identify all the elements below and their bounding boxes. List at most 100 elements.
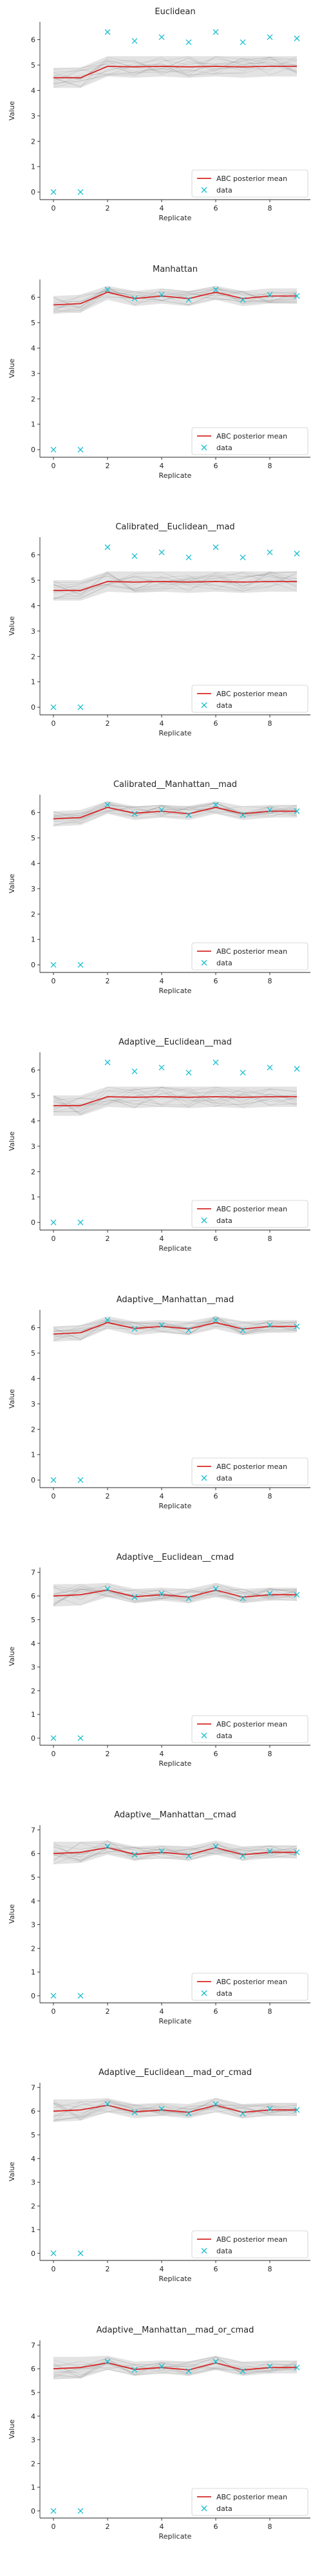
y-tick-label: 4 bbox=[31, 601, 35, 610]
chart-panel: Adaptive__Manhattan__cmad 0 1 2 3 4 5 6 7 0 2 4 6 8 Re… bbox=[8, 1810, 310, 2025]
y-tick-label: 0 bbox=[31, 188, 35, 196]
x-tick-label: 0 bbox=[52, 719, 56, 728]
y-tick-label: 0 bbox=[31, 446, 35, 454]
x-tick-label: 0 bbox=[52, 1492, 56, 1501]
posterior-sample-trace bbox=[53, 1845, 298, 1861]
legend-label-data: data bbox=[216, 701, 232, 710]
legend-label-mean: ABC posterior mean bbox=[216, 2493, 287, 2501]
data-point-marker bbox=[294, 2364, 300, 2371]
data-point-marker bbox=[294, 1066, 300, 1072]
data-point-marker bbox=[158, 1591, 165, 1596]
x-axis-label: Replicate bbox=[159, 1502, 192, 1510]
y-tick-label: 5 bbox=[31, 1616, 35, 1624]
data-point-marker bbox=[240, 1853, 246, 1859]
posterior-sample-trace bbox=[53, 1317, 298, 1340]
posterior-sample-trace bbox=[53, 2357, 298, 2374]
data-point-marker bbox=[104, 1843, 111, 1850]
legend-box bbox=[191, 169, 308, 198]
posterior-sample-trace bbox=[53, 291, 297, 314]
data-point-marker bbox=[267, 549, 273, 556]
posterior-sample-trace bbox=[53, 2364, 298, 2375]
x-tick-label: 6 bbox=[214, 977, 218, 985]
posterior-sample-trace bbox=[53, 56, 298, 85]
data-point-marker bbox=[77, 2250, 84, 2257]
data-point-marker bbox=[294, 293, 300, 299]
posterior-band bbox=[53, 1316, 297, 1342]
posterior-sample-trace bbox=[53, 57, 298, 84]
data-point-marker bbox=[185, 39, 192, 46]
data-point-marker bbox=[185, 812, 192, 818]
data-point-marker bbox=[77, 2508, 84, 2514]
x-tick-label: 2 bbox=[106, 2007, 110, 2016]
data-point-marker bbox=[294, 1591, 300, 1598]
chart-panel: Manhattan 0 1 2 3 4 5 6 0 2 4 6 8 Replicate Value ABC p… bbox=[8, 265, 310, 480]
posterior-sample-trace bbox=[53, 1316, 298, 1338]
legend: ABC posterior mean data bbox=[191, 1200, 308, 1228]
y-tick-label: 4 bbox=[31, 2155, 35, 2163]
y-tick-label: 2 bbox=[31, 2459, 35, 2468]
posterior-sample-trace bbox=[53, 1087, 298, 1108]
chart-title: Adaptive__Manhattan__mad bbox=[117, 1295, 234, 1305]
x-axis-label: Replicate bbox=[159, 729, 192, 737]
x-axis-label: Replicate bbox=[159, 471, 192, 480]
posterior-sample-trace bbox=[53, 2356, 298, 2378]
posterior-sample-trace bbox=[53, 2101, 298, 2122]
x-axis-label: Replicate bbox=[159, 2275, 192, 2283]
posterior-sample-trace bbox=[53, 1840, 298, 1861]
legend-label-data: data bbox=[216, 444, 232, 452]
data-point-marker bbox=[240, 297, 246, 303]
y-tick-label: 5 bbox=[31, 2131, 35, 2139]
posterior-sample-trace bbox=[53, 1589, 298, 1602]
y-tick-label: 5 bbox=[31, 1349, 35, 1358]
y-tick-label: 5 bbox=[31, 2389, 35, 2397]
legend-box bbox=[191, 2488, 308, 2516]
data-point-marker bbox=[158, 549, 165, 556]
y-tick-label: 3 bbox=[31, 112, 35, 120]
posterior-sample-trace bbox=[53, 1318, 298, 1334]
y-tick-label: 5 bbox=[31, 834, 35, 842]
legend-label-data: data bbox=[216, 2247, 232, 2255]
data-point-marker bbox=[77, 961, 84, 968]
data-point-marker bbox=[267, 34, 273, 41]
posterior-sample-trace bbox=[53, 574, 298, 598]
chart-panel: Adaptive__Manhattan__mad 0 1 2 3 4 5 6 0 2 4 6 8 Repl… bbox=[8, 1295, 310, 1510]
posterior-sample-trace bbox=[53, 806, 298, 820]
chart-title: Adaptive__Euclidean__cmad bbox=[117, 1553, 234, 1562]
data-point-marker bbox=[158, 2363, 165, 2369]
posterior-sample-trace bbox=[53, 1842, 298, 1862]
data-point-marker bbox=[185, 1327, 192, 1333]
legend-label-data: data bbox=[216, 1217, 232, 1225]
x-tick-label: 4 bbox=[160, 462, 164, 470]
legend-label-data: data bbox=[216, 959, 232, 967]
data-point-marker bbox=[213, 1059, 219, 1066]
data-point-marker bbox=[158, 807, 165, 813]
x-tick-label: 4 bbox=[160, 2007, 164, 2016]
data-point-marker bbox=[267, 1065, 273, 1071]
x-tick-label: 0 bbox=[52, 204, 56, 213]
x-tick-label: 6 bbox=[214, 719, 218, 728]
y-axis-label: Value bbox=[8, 1389, 16, 1408]
posterior-sample-trace bbox=[53, 1088, 298, 1105]
y-tick-label: 4 bbox=[31, 1374, 35, 1383]
data-point-marker bbox=[294, 2107, 300, 2113]
posterior-band bbox=[53, 571, 297, 601]
posterior-sample-trace bbox=[53, 571, 298, 592]
data-point-marker bbox=[50, 2250, 57, 2257]
posterior-sample-trace bbox=[53, 1586, 298, 1602]
x-tick-label: 8 bbox=[268, 977, 272, 985]
posterior-sample-trace bbox=[53, 291, 298, 313]
data-point-marker bbox=[50, 961, 57, 968]
x-tick-label: 8 bbox=[268, 1235, 272, 1243]
y-tick-label: 2 bbox=[31, 1168, 35, 1176]
posterior-sample-trace bbox=[53, 806, 298, 821]
posterior-sample-trace bbox=[53, 1586, 298, 1606]
x-tick-label: 2 bbox=[106, 462, 110, 470]
data-point-marker bbox=[213, 2101, 219, 2107]
data-point-marker bbox=[185, 297, 192, 303]
chart-title: Adaptive__Euclidean__mad_or_cmad bbox=[99, 2068, 252, 2078]
legend-box bbox=[191, 1973, 308, 2001]
data-point-marker bbox=[50, 2508, 57, 2514]
y-tick-label: 6 bbox=[31, 1324, 35, 1332]
y-tick-label: 3 bbox=[31, 1142, 35, 1151]
posterior-sample-trace bbox=[53, 1584, 298, 1604]
